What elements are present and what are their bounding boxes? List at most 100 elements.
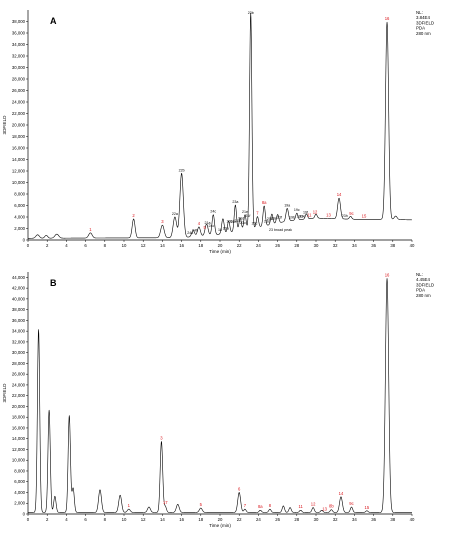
x-tick-label: 2 bbox=[46, 517, 49, 522]
peak-label: 8 bbox=[269, 503, 272, 508]
x-tick-label: 24 bbox=[256, 517, 261, 522]
peak-label: 22b bbox=[179, 168, 185, 172]
peak-label: 23e bbox=[271, 216, 277, 220]
y-tick-label: 26,000 bbox=[12, 372, 26, 377]
chromatogram-trace bbox=[27, 12, 413, 239]
x-tick-label: 30 bbox=[314, 243, 319, 248]
x-tick-label: 20 bbox=[218, 243, 223, 248]
x-tick-label: 4 bbox=[65, 243, 68, 248]
peak-label: 23h bbox=[342, 214, 348, 218]
peak-label: 11 bbox=[298, 504, 303, 509]
x-tick-label: 2 bbox=[46, 243, 49, 248]
y-tick-label: 26,000 bbox=[12, 88, 26, 93]
peak-label: 19d bbox=[297, 214, 303, 218]
peak-label: 4 bbox=[198, 221, 201, 226]
peak-label: 21d bbox=[238, 216, 244, 220]
peak-label: 19b bbox=[289, 216, 295, 220]
y-tick-label: 22,000 bbox=[12, 393, 26, 398]
x-tick-label: 12 bbox=[141, 243, 146, 248]
info-line: 3.84E4 bbox=[416, 15, 430, 20]
y-tick-label: 18,000 bbox=[12, 415, 26, 420]
peak-label: 8a bbox=[262, 200, 267, 205]
x-tick-label: 22 bbox=[237, 243, 242, 248]
info-line: NL: bbox=[416, 272, 423, 277]
peak-label: 12 bbox=[311, 502, 316, 507]
x-tick-label: 26 bbox=[275, 243, 280, 248]
y-tick-label: 6,000 bbox=[14, 479, 25, 484]
y-tick-label: 34,000 bbox=[12, 329, 26, 334]
peak-label: 19e bbox=[300, 214, 306, 218]
y-tick-label: 30,000 bbox=[12, 350, 26, 355]
x-tick-label: 4 bbox=[65, 517, 68, 522]
x-tick-label: 34 bbox=[352, 243, 357, 248]
peak-label: 20a bbox=[223, 227, 229, 231]
info-line: PDA bbox=[416, 288, 425, 293]
y-tick-label: 14,000 bbox=[12, 157, 26, 162]
x-tick-label: 6 bbox=[84, 243, 87, 248]
peak-label: 18 bbox=[218, 228, 222, 232]
y-tick-label: 4,000 bbox=[14, 215, 25, 220]
x-tick-label: 8 bbox=[104, 517, 107, 522]
info-line: 280 nm bbox=[416, 293, 431, 298]
x-tick-label: 10 bbox=[122, 243, 127, 248]
peak-label: 6 bbox=[238, 486, 241, 491]
x-axis-label: Time (min) bbox=[209, 523, 231, 528]
peak-label: 23b bbox=[248, 11, 254, 15]
y-tick-label: 12,000 bbox=[12, 447, 26, 452]
x-tick-label: 36 bbox=[371, 517, 376, 522]
chromatogram-panel-b: 0 2,000 4,000 6,000 8,000 10,000 12,000 14,000 1… bbox=[2, 272, 434, 528]
peak-label: 15 bbox=[362, 213, 367, 218]
x-tick-label: 22 bbox=[237, 517, 242, 522]
y-tick-label: 36,000 bbox=[12, 318, 26, 323]
info-line: 3DFIELD bbox=[416, 282, 434, 287]
peak-label: 8a bbox=[258, 504, 263, 509]
peak-label: 3 bbox=[160, 435, 163, 440]
peak-label: 21f bbox=[245, 214, 250, 218]
x-tick-label: 16 bbox=[179, 243, 184, 248]
peak-label: 20b bbox=[227, 219, 233, 223]
y-tick-label: 24,000 bbox=[12, 100, 26, 105]
peak-label: 17 bbox=[163, 500, 168, 505]
x-tick-label: 24 bbox=[256, 243, 261, 248]
y-axis-label: 3DFIELD bbox=[2, 115, 7, 135]
x-tick-label: 32 bbox=[333, 243, 338, 248]
peak-label: 21b bbox=[230, 220, 236, 224]
peak-label: 11 bbox=[307, 213, 312, 218]
y-axis-label: 3DFIELD bbox=[2, 383, 7, 403]
info-line: PDA bbox=[416, 26, 425, 31]
peak-label: 20c bbox=[252, 222, 258, 226]
peak-label: 19a bbox=[284, 203, 290, 207]
peak-label: 5 bbox=[200, 502, 203, 507]
peak-label: 22a bbox=[172, 212, 178, 216]
x-tick-label: 0 bbox=[27, 517, 30, 522]
y-tick-label: 8,000 bbox=[14, 192, 25, 197]
peak-label: 16 bbox=[385, 272, 390, 277]
x-tick-label: 38 bbox=[390, 517, 395, 522]
panel-letter: B bbox=[50, 278, 57, 288]
peak-label: 23c bbox=[240, 221, 246, 225]
peak-label: 24b bbox=[192, 229, 198, 233]
y-tick-label: 30,000 bbox=[12, 65, 26, 70]
y-tick-label: 38,000 bbox=[12, 19, 26, 24]
x-tick-label: 14 bbox=[160, 517, 165, 522]
x-tick-label: 14 bbox=[160, 243, 165, 248]
broad-peak-annotation: 23 broad peak bbox=[269, 228, 292, 232]
x-tick-label: 10 bbox=[122, 517, 127, 522]
peak-label: 23d bbox=[264, 220, 270, 224]
chromatogram-panel-a: 0 2,000 4,000 6,000 8,000 10,000 12,000 14,000 1… bbox=[2, 10, 434, 254]
chromatogram-trace bbox=[27, 278, 413, 513]
y-tick-label: 20,000 bbox=[12, 404, 26, 409]
x-tick-label: 20 bbox=[218, 517, 223, 522]
peak-label: 14 bbox=[339, 491, 344, 496]
x-tick-label: 34 bbox=[352, 517, 357, 522]
peak-label: 16 bbox=[385, 16, 390, 21]
peak-label: 23a bbox=[232, 200, 238, 204]
x-axis-label: Time (min) bbox=[209, 249, 231, 254]
y-tick-label: 32,000 bbox=[12, 54, 26, 59]
x-tick-label: 38 bbox=[390, 243, 395, 248]
peak-label: 8b bbox=[329, 504, 334, 509]
y-tick-label: 34,000 bbox=[12, 42, 26, 47]
peak-label: 14 bbox=[337, 192, 342, 197]
x-tick-label: 28 bbox=[294, 243, 299, 248]
info-line: 3DFIELD bbox=[416, 20, 434, 25]
